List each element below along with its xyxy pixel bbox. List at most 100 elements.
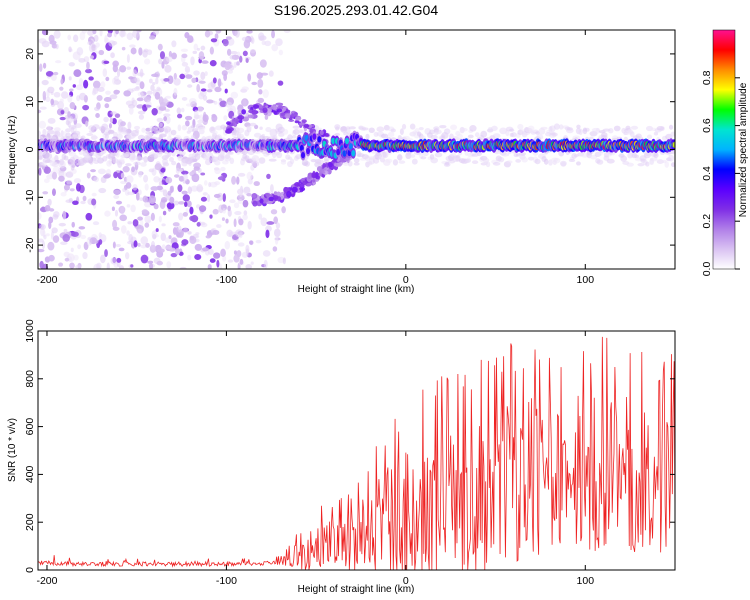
heatmap-cell [469,124,477,132]
heatmap-cell [236,176,240,185]
heatmap-cell [41,240,46,250]
heatmap-cell [161,98,169,106]
heatmap-cell [246,30,253,34]
heatmap-cell [237,172,246,177]
heatmap-cell [103,60,110,65]
heatmap-cell [90,134,98,141]
heatmap-cell [275,222,281,229]
heatmap-cell [257,78,264,88]
heatmap-cell [72,84,77,88]
heatmap-cell [501,152,510,157]
heatmap-cell [48,254,55,262]
heatmap-cell [207,264,212,269]
heatmap-cell [653,131,659,136]
heatmap-cell [155,77,159,85]
heatmap-cell [93,87,100,91]
heatmap-cell [103,116,109,123]
heatmap-cell [219,100,227,108]
heatmap-cell [95,113,100,118]
heatmap-cell [626,162,634,167]
heatmap-cell [50,98,55,106]
heatmap-cell [620,155,628,162]
heatmap-cell [75,183,81,192]
heatmap-cell [239,55,243,63]
heatmap-cell [596,159,604,165]
heatmap-cell [170,129,177,136]
heatmap-cell [196,47,201,51]
heatmap-cell [315,171,319,178]
heatmap-cell [53,71,59,76]
heatmap-cell [241,109,247,115]
heatmap-cell [259,126,263,130]
heatmap-cell [188,97,197,105]
heatmap-cell [264,40,272,47]
y-tick-label: 1000 [24,319,36,343]
heatmap-cell [241,86,249,92]
heatmap-cell [204,71,208,76]
colorbar-tick-label: 0.6 [701,118,713,133]
heatmap-cell [78,226,86,230]
heatmap-cell [336,162,342,167]
heatmap-cell [92,221,100,226]
heatmap-cell [125,252,130,260]
heatmap-cell [167,75,174,84]
heatmap-cell [291,113,295,119]
heatmap-cell [78,57,86,63]
heatmap-cell [249,240,254,246]
heatmap-cell [207,152,214,158]
heatmap-cell [270,209,278,215]
y-tick-label: 200 [24,513,36,531]
heatmap-cell [50,136,57,140]
heatmap-cell [70,247,74,253]
heatmap-cell [152,233,157,240]
heatmap-cell [152,81,156,86]
heatmap-cell [185,103,193,107]
heatmap-cell [670,162,675,168]
heatmap-cell [62,210,67,220]
heatmap-cell [230,91,239,99]
heatmap-cell [112,226,120,231]
colorbar-tick-label: 0.0 [701,262,713,277]
heatmap-cell [280,112,286,117]
heatmap-cell [320,173,325,178]
heatmap-cell [192,128,199,133]
heatmap-cell [82,251,88,260]
heatmap-cell [348,143,353,150]
heatmap-cell [439,124,447,129]
heatmap-cell [91,90,97,96]
heatmap-cell [154,128,159,135]
heatmap-cell [345,127,351,135]
heatmap-cell [278,49,284,56]
heatmap-cell [251,155,260,162]
heatmap-cell [148,78,153,84]
heatmap-cell [670,150,675,155]
heatmap-cell [485,161,491,168]
heatmap-cell [71,161,79,167]
heatmap-cell [69,262,75,269]
heatmap-cell [175,247,181,255]
heatmap-cell [246,192,252,197]
heatmap-cell [47,198,52,206]
heatmap-cell [318,172,322,177]
heatmap-cell [202,192,208,196]
heatmap-cell [187,254,192,261]
heatmap-cell [306,147,311,155]
heatmap-cell [47,117,56,124]
heatmap-cell [184,201,188,208]
heatmap-cell [78,77,84,86]
heatmap-cell [364,155,371,161]
heatmap-cell [551,132,558,137]
heatmap-cell [196,222,201,227]
heatmap-cell [578,128,583,136]
heatmap-cell [177,201,185,205]
heatmap-cell [148,195,156,205]
heatmap-cell [158,181,163,186]
heatmap-cell [184,115,193,121]
heatmap-cell [185,69,191,73]
heatmap-cell [118,265,125,269]
heatmap-cell [265,229,270,239]
heatmap-cell [201,247,210,252]
heatmap-cell [177,184,183,193]
heatmap-cell [194,243,203,251]
